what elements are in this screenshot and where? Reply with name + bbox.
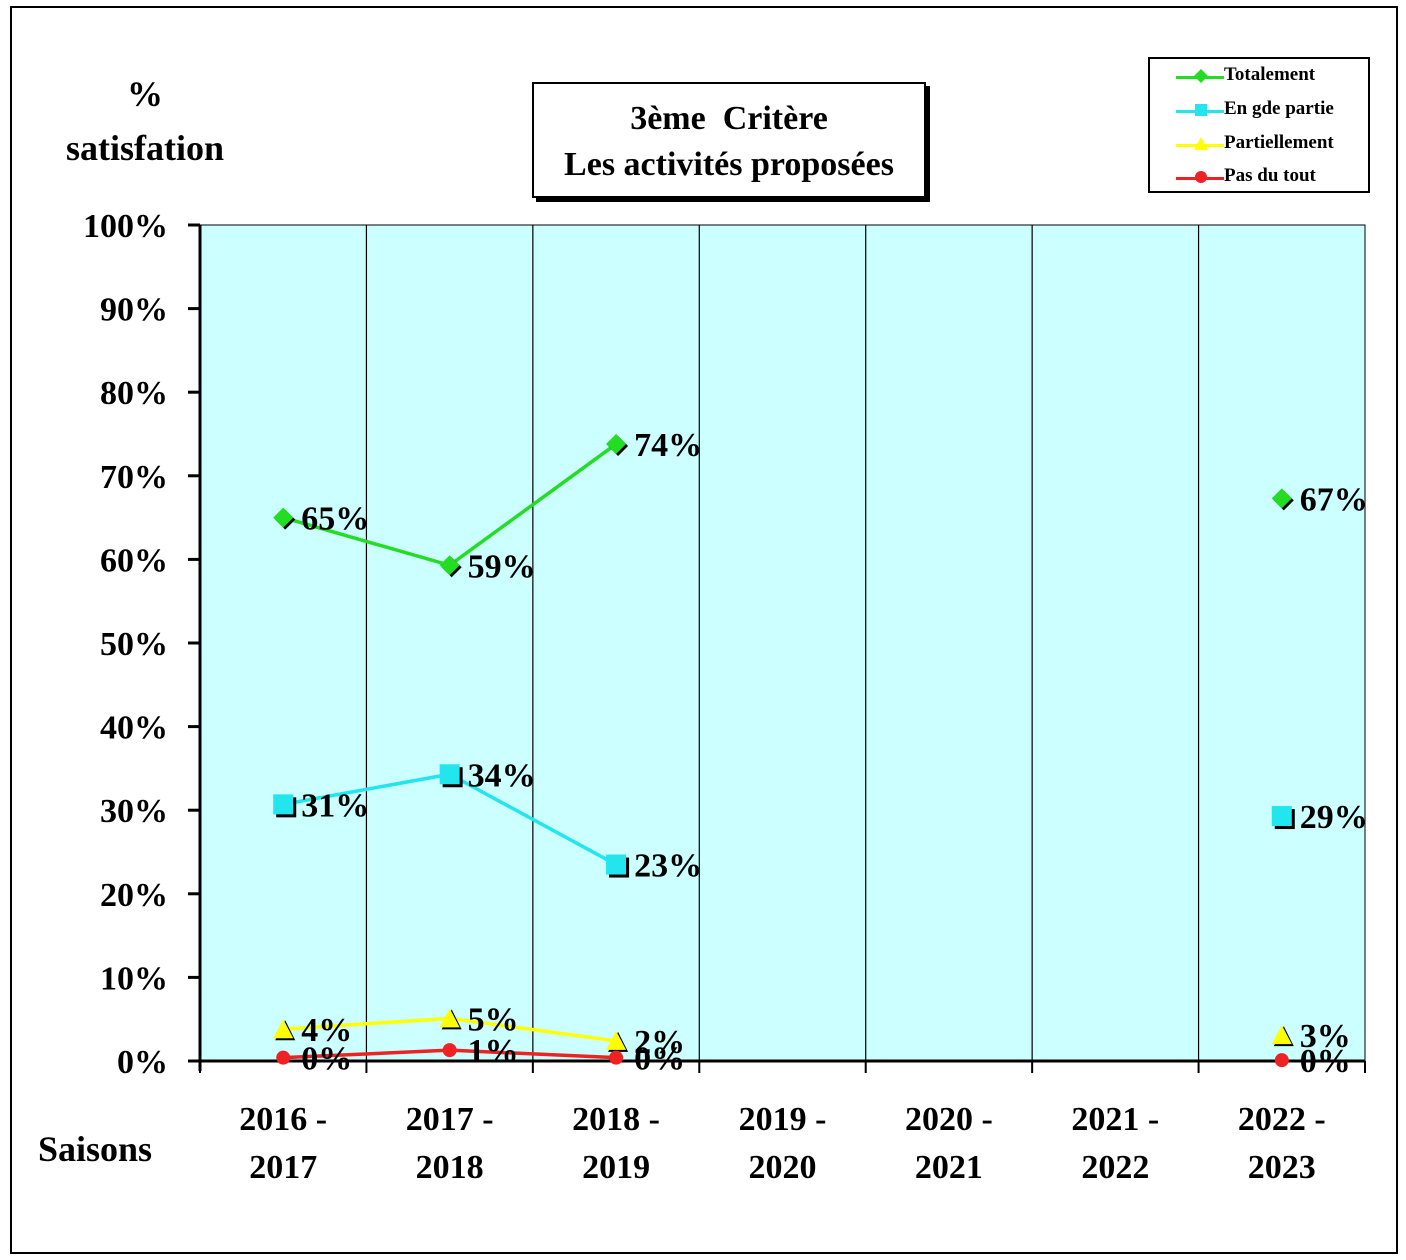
data-label: 23% bbox=[634, 848, 702, 885]
circle-marker bbox=[276, 1050, 291, 1065]
diamond-marker bbox=[606, 434, 627, 455]
chart-title-line-1: 3ème Critère bbox=[630, 100, 828, 137]
legend-label-totalement: Totalement bbox=[1224, 64, 1316, 85]
y-tick-label: 100% bbox=[83, 208, 168, 245]
chart-title-line-2: Les activités proposées bbox=[564, 146, 894, 183]
y-tick-label: 0% bbox=[117, 1044, 168, 1081]
y-tick-label: 70% bbox=[100, 459, 168, 496]
y-tick-label: 80% bbox=[100, 375, 168, 412]
x-tick-label: 2018 bbox=[415, 1149, 484, 1186]
circle-marker-icon bbox=[1195, 171, 1207, 183]
diamond-marker-icon bbox=[1194, 69, 1208, 83]
diamond-marker bbox=[439, 555, 460, 576]
legend-label-en-gde-partie: En gde partie bbox=[1224, 98, 1334, 119]
square-marker bbox=[606, 854, 627, 875]
legend-item-totalement: Totalement bbox=[1150, 62, 1370, 92]
chart-legend: Totalement En gde partie Partiellement P… bbox=[1148, 57, 1370, 193]
data-label: 74% bbox=[634, 427, 702, 464]
circle-marker bbox=[1274, 1053, 1289, 1068]
x-axis-label: Saisons bbox=[38, 1129, 153, 1169]
data-label: 59% bbox=[468, 548, 536, 585]
y-axis-label-line-2: satisfation bbox=[65, 128, 224, 168]
data-label: 0% bbox=[634, 1041, 685, 1078]
y-tick-label: 10% bbox=[100, 960, 168, 997]
y-tick-label: 60% bbox=[100, 542, 168, 579]
circle-marker bbox=[442, 1043, 457, 1058]
data-label: 4% bbox=[301, 1012, 352, 1049]
data-label: 29% bbox=[1300, 799, 1368, 836]
x-tick-label: 2023 bbox=[1247, 1149, 1316, 1186]
x-tick-label: 2021 - bbox=[1071, 1101, 1160, 1138]
plot-area bbox=[199, 224, 1366, 1062]
data-label: 65% bbox=[301, 501, 369, 538]
data-label: 1% bbox=[468, 1033, 519, 1070]
data-label: 34% bbox=[468, 757, 536, 794]
x-tick-label: 2020 bbox=[748, 1149, 817, 1186]
x-tick-label: 2022 bbox=[1081, 1149, 1150, 1186]
square-marker bbox=[439, 764, 460, 785]
square-marker bbox=[273, 794, 294, 815]
data-label: 0% bbox=[301, 1041, 352, 1078]
x-tick-label: 2022 - bbox=[1237, 1101, 1326, 1138]
circle-marker bbox=[609, 1050, 624, 1065]
data-label: 2% bbox=[634, 1024, 685, 1061]
diamond-marker bbox=[1271, 488, 1292, 509]
x-tick-label: 2019 - bbox=[738, 1101, 827, 1138]
y-tick-label: 90% bbox=[100, 292, 168, 329]
triangle-marker bbox=[606, 1030, 627, 1050]
x-tick-label: 2019 bbox=[582, 1149, 651, 1186]
data-label: 5% bbox=[468, 1001, 519, 1038]
x-tick-label: 2017 - bbox=[405, 1101, 494, 1138]
y-axis-label-line-1: % bbox=[127, 74, 163, 114]
data-label: 3% bbox=[1300, 1018, 1351, 1055]
triangle-marker bbox=[1271, 1025, 1292, 1045]
square-marker-icon bbox=[1195, 104, 1207, 116]
legend-label-pas-du-tout: Pas du tout bbox=[1224, 165, 1316, 186]
triangle-marker bbox=[439, 1008, 460, 1028]
chart-title-box: 3ème Critère Les activités proposées bbox=[532, 82, 926, 198]
x-tick-label: 2016 - bbox=[239, 1101, 328, 1138]
data-label: 0% bbox=[1300, 1043, 1351, 1080]
x-tick-label: 2017 bbox=[249, 1149, 318, 1186]
legend-item-pas-du-tout: Pas du tout bbox=[1150, 163, 1370, 193]
legend-item-en-gde-partie: En gde partie bbox=[1150, 96, 1370, 126]
y-tick-label: 40% bbox=[100, 710, 168, 747]
legend-label-partiellement: Partiellement bbox=[1224, 132, 1334, 153]
x-tick-label: 2018 - bbox=[572, 1101, 660, 1138]
data-label: 31% bbox=[301, 787, 369, 824]
legend-item-partiellement: Partiellement bbox=[1150, 130, 1370, 160]
diamond-marker bbox=[273, 507, 294, 528]
y-tick-label: 20% bbox=[100, 877, 168, 914]
square-marker bbox=[1271, 806, 1292, 827]
triangle-marker bbox=[273, 1019, 294, 1039]
triangle-marker-icon bbox=[1194, 137, 1208, 150]
data-label: 67% bbox=[1300, 481, 1368, 518]
x-tick-label: 2021 bbox=[914, 1149, 983, 1186]
y-tick-label: 50% bbox=[100, 626, 168, 663]
y-tick-label: 30% bbox=[100, 793, 168, 830]
x-tick-label: 2020 - bbox=[905, 1101, 993, 1138]
